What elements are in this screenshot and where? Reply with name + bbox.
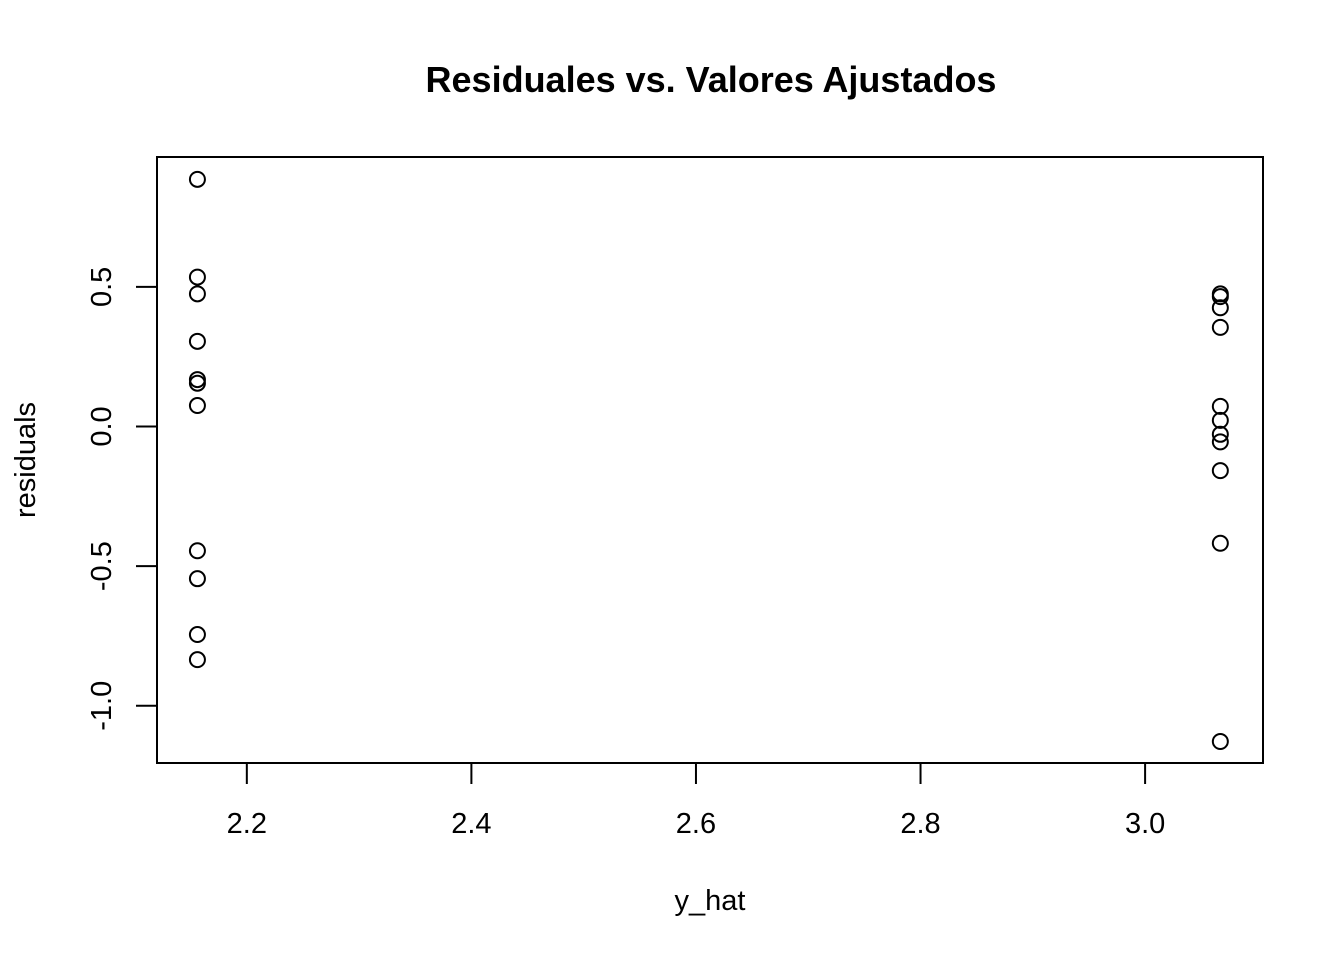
data-point bbox=[188, 651, 206, 669]
x-tick-label: 2.6 bbox=[676, 808, 716, 840]
x-axis: 2.2 2.4 2.6 2.8 3.0 bbox=[227, 762, 1165, 840]
data-point bbox=[188, 570, 206, 588]
data-point bbox=[188, 626, 206, 644]
data-point bbox=[1211, 318, 1229, 336]
data-point bbox=[188, 285, 206, 303]
data-point bbox=[1211, 425, 1229, 443]
y-tick-label: -1.0 bbox=[86, 681, 118, 731]
data-point bbox=[188, 371, 206, 389]
data-point bbox=[188, 542, 206, 560]
y-tick-label: -0.5 bbox=[86, 541, 118, 591]
data-point bbox=[188, 332, 206, 350]
x-tick-label: 2.8 bbox=[900, 808, 940, 840]
data-points bbox=[188, 170, 1229, 750]
data-point bbox=[1211, 732, 1229, 750]
data-point bbox=[1211, 397, 1229, 415]
x-tick-label: 3.0 bbox=[1125, 808, 1165, 840]
x-tick-label: 2.4 bbox=[451, 808, 491, 840]
data-point bbox=[188, 170, 206, 188]
y-axis-label: residuals bbox=[10, 402, 42, 518]
data-point bbox=[1211, 411, 1229, 429]
y-tick-label: 0.5 bbox=[86, 267, 118, 307]
y-tick-label: 0.0 bbox=[86, 406, 118, 446]
y-axis: -1.0 -0.5 0.0 0.5 bbox=[86, 267, 158, 731]
data-point bbox=[1211, 433, 1229, 451]
data-point bbox=[1211, 288, 1229, 306]
plot-frame bbox=[156, 156, 1264, 764]
data-point bbox=[1211, 299, 1229, 317]
data-point bbox=[1211, 462, 1229, 480]
data-point bbox=[1211, 534, 1229, 552]
data-point bbox=[188, 397, 206, 415]
x-axis-label: y_hat bbox=[675, 885, 746, 917]
x-tick-label: 2.2 bbox=[227, 808, 267, 840]
data-point bbox=[188, 374, 206, 392]
chart-title: Residuales vs. Valores Ajustados bbox=[426, 59, 997, 100]
data-point bbox=[188, 268, 206, 286]
